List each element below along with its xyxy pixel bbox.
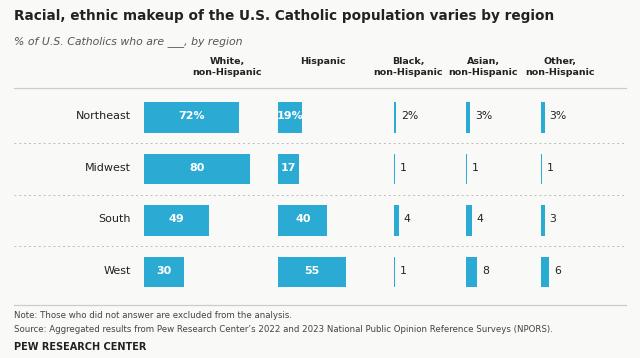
Text: 40: 40 bbox=[295, 214, 310, 224]
Text: 19%: 19% bbox=[276, 111, 303, 121]
Text: 49: 49 bbox=[168, 214, 184, 224]
Text: 72%: 72% bbox=[178, 111, 205, 121]
Text: 4: 4 bbox=[476, 214, 483, 224]
FancyBboxPatch shape bbox=[144, 205, 209, 236]
Text: Black,
non-Hispanic: Black, non-Hispanic bbox=[374, 57, 443, 77]
Text: Note: Those who did not answer are excluded from the analysis.: Note: Those who did not answer are exclu… bbox=[14, 311, 292, 320]
FancyBboxPatch shape bbox=[466, 154, 467, 184]
Text: 4: 4 bbox=[404, 214, 411, 224]
Text: South: South bbox=[99, 214, 131, 224]
Text: Other,
non-Hispanic: Other, non-Hispanic bbox=[525, 57, 595, 77]
FancyBboxPatch shape bbox=[394, 205, 399, 236]
Text: 2%: 2% bbox=[401, 111, 418, 121]
Text: White,
non-Hispanic: White, non-Hispanic bbox=[193, 57, 262, 77]
FancyBboxPatch shape bbox=[278, 257, 346, 287]
Text: 1: 1 bbox=[472, 163, 479, 173]
FancyBboxPatch shape bbox=[144, 102, 239, 132]
FancyBboxPatch shape bbox=[466, 205, 472, 236]
Text: % of U.S. Catholics who are ___, by region: % of U.S. Catholics who are ___, by regi… bbox=[14, 36, 243, 47]
FancyBboxPatch shape bbox=[466, 102, 470, 132]
FancyBboxPatch shape bbox=[144, 154, 250, 184]
Text: 6: 6 bbox=[554, 266, 561, 276]
FancyBboxPatch shape bbox=[394, 257, 395, 287]
Text: 1: 1 bbox=[399, 163, 406, 173]
Text: 30: 30 bbox=[156, 266, 172, 276]
Text: Midwest: Midwest bbox=[85, 163, 131, 173]
FancyBboxPatch shape bbox=[541, 205, 545, 236]
Text: Hispanic: Hispanic bbox=[300, 57, 346, 66]
FancyBboxPatch shape bbox=[278, 205, 327, 236]
Text: Northeast: Northeast bbox=[76, 111, 131, 121]
FancyBboxPatch shape bbox=[541, 154, 542, 184]
FancyBboxPatch shape bbox=[541, 102, 545, 132]
FancyBboxPatch shape bbox=[278, 154, 299, 184]
Text: 55: 55 bbox=[305, 266, 319, 276]
Text: 17: 17 bbox=[281, 163, 296, 173]
Text: 80: 80 bbox=[189, 163, 205, 173]
FancyBboxPatch shape bbox=[278, 102, 301, 132]
Text: West: West bbox=[104, 266, 131, 276]
Text: PEW RESEARCH CENTER: PEW RESEARCH CENTER bbox=[14, 342, 147, 352]
Text: 1: 1 bbox=[399, 266, 406, 276]
Text: 1: 1 bbox=[547, 163, 554, 173]
Text: 3%: 3% bbox=[550, 111, 567, 121]
Text: 3: 3 bbox=[550, 214, 556, 224]
FancyBboxPatch shape bbox=[466, 257, 477, 287]
FancyBboxPatch shape bbox=[541, 257, 549, 287]
FancyBboxPatch shape bbox=[144, 257, 184, 287]
Text: Asian,
non-Hispanic: Asian, non-Hispanic bbox=[449, 57, 518, 77]
FancyBboxPatch shape bbox=[394, 102, 396, 132]
Text: Racial, ethnic makeup of the U.S. Catholic population varies by region: Racial, ethnic makeup of the U.S. Cathol… bbox=[14, 9, 554, 23]
Text: Source: Aggregated results from Pew Research Center’s 2022 and 2023 National Pub: Source: Aggregated results from Pew Rese… bbox=[14, 325, 553, 334]
FancyBboxPatch shape bbox=[394, 154, 395, 184]
Text: 8: 8 bbox=[482, 266, 489, 276]
Text: 3%: 3% bbox=[475, 111, 492, 121]
